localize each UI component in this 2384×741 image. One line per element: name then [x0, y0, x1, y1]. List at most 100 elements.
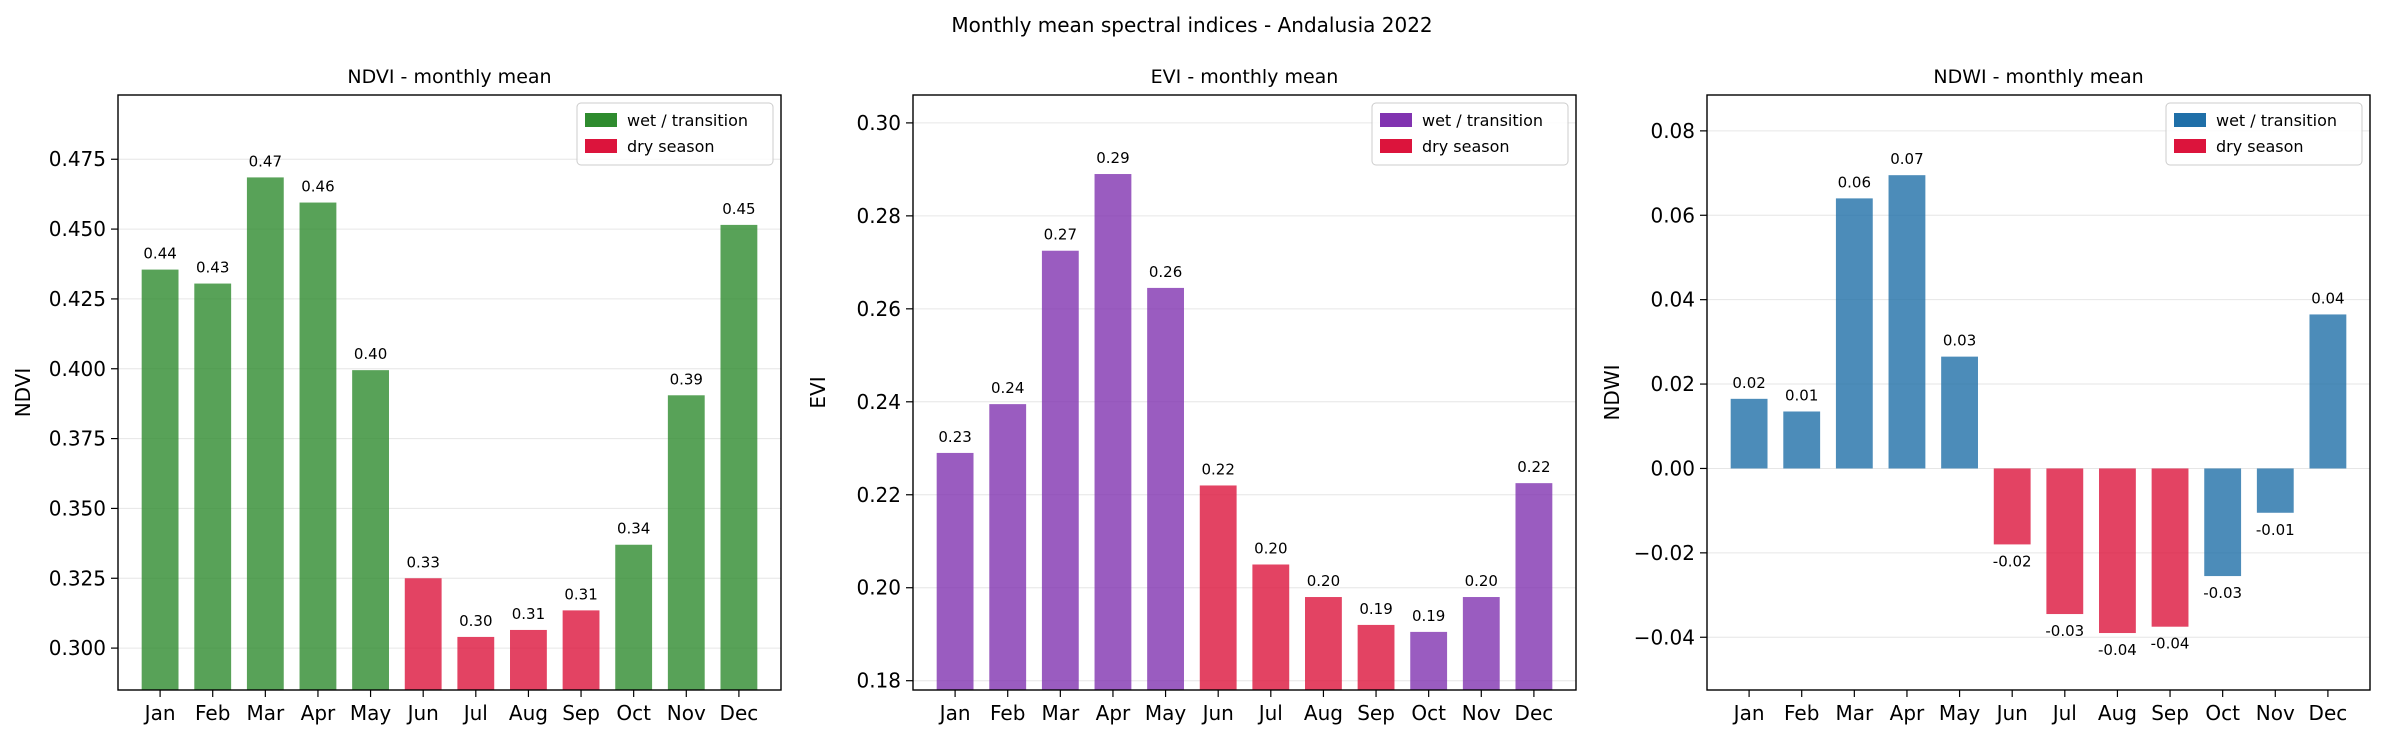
evi-axes-frame — [912, 94, 1577, 691]
ndwi-value-label: 0.06 — [1838, 173, 1871, 191]
evi-bar-nov — [1462, 597, 1500, 690]
ndvi-ytick-label: 0.475 — [49, 147, 106, 171]
ndwi-chart-title: NDWI - monthly mean — [1933, 66, 2143, 88]
ndwi-legend-swatch — [2174, 113, 2206, 127]
ndwi-legend-label: wet / transition — [2216, 111, 2337, 130]
ndwi-xtick-label: Jan — [1732, 701, 1765, 725]
evi-value-label: 0.20 — [1307, 572, 1340, 590]
ndvi-value-label: 0.39 — [670, 370, 703, 388]
evi-legend: wet / transition dry season — [1371, 102, 1569, 166]
ndvi-chart-title: NDVI - monthly mean — [347, 66, 551, 88]
evi-bar-aug — [1305, 597, 1342, 690]
ndwi-bar-apr — [1888, 175, 1926, 469]
evi-ylabel: EVI — [806, 376, 830, 408]
evi-value-label: 0.22 — [1201, 460, 1234, 478]
evi-ytick-label: 0.20 — [856, 576, 901, 600]
ndwi-legend-box — [2165, 102, 2363, 166]
ndvi-ytick-label: 0.450 — [49, 217, 106, 241]
evi-xtick-label: Jul — [1257, 701, 1283, 725]
evi-xtick-label: Jan — [938, 701, 971, 725]
ndvi-legend-swatch — [585, 113, 617, 127]
ndvi-value-label: 0.43 — [196, 259, 229, 277]
chart-panels: 0.300 0.325 0.350 0.375 0.400 0.425 0.450 0.475… — [11, 66, 2371, 725]
evi-bar-jul — [1252, 564, 1290, 690]
ndvi-bar-oct — [615, 544, 653, 690]
ndwi-value-label: 0.01 — [1785, 386, 1818, 404]
evi-value-label: 0.27 — [1044, 226, 1077, 244]
evi-ytick-label: 0.26 — [856, 297, 901, 321]
evi-bar-feb — [989, 404, 1027, 690]
evi-ytick-label: 0.28 — [856, 204, 901, 228]
ndwi-value-label: -0.03 — [2203, 584, 2242, 602]
ndwi-bar-feb — [1783, 411, 1821, 469]
ndwi-bar-aug — [2099, 468, 2136, 634]
evi-bar-jan — [936, 452, 974, 690]
ndvi-value-label: 0.45 — [722, 200, 755, 218]
evi-xtick-label: May — [1145, 701, 1187, 725]
ndvi-xtick-label: Jul — [462, 701, 488, 725]
ndwi-bar-sep — [2151, 468, 2189, 627]
evi-ytick-label: 0.30 — [856, 111, 901, 135]
ndvi-value-label: 0.34 — [617, 520, 650, 538]
ndvi-xtick-label: Apr — [301, 701, 336, 725]
ndvi-bar-sep — [562, 610, 600, 690]
ndwi-value-label: -0.02 — [1993, 552, 2032, 570]
ndwi-ytick-label: 0.04 — [1650, 288, 1695, 312]
ndvi-xtick-label: Oct — [616, 701, 651, 725]
ndwi-value-label: -0.03 — [2045, 622, 2084, 640]
ndwi-xtick-label: Sep — [2151, 701, 2189, 725]
ndvi-xtick-label: May — [350, 701, 392, 725]
evi-xtick-label: Dec — [1515, 701, 1554, 725]
ndvi-xtick-label: Sep — [562, 701, 600, 725]
ndvi-bar-aug — [510, 629, 547, 690]
evi-bar-dec — [1515, 483, 1553, 690]
ndvi-xtick-label: Feb — [195, 701, 230, 725]
evi-panel: 0.18 0.20 0.22 0.24 0.26 0.28 0.30 0.23 Jan 0.24 F… — [806, 66, 1577, 725]
ndwi-bar-may — [1941, 356, 1978, 469]
ndvi-value-label: 0.33 — [406, 553, 439, 571]
ndwi-xtick-label: Jul — [2051, 701, 2077, 725]
evi-legend-label: dry season — [1422, 137, 1510, 156]
ndwi-xtick-label: Nov — [2256, 701, 2295, 725]
ndwi-legend-label: dry season — [2216, 137, 2304, 156]
evi-value-label: 0.26 — [1149, 263, 1182, 281]
ndvi-value-label: 0.47 — [249, 152, 282, 170]
evi-xtick-label: Jun — [1201, 701, 1234, 725]
ndwi-ytick-label: −0.04 — [1634, 625, 1695, 649]
ndvi-bar-jul — [457, 636, 495, 690]
ndwi-value-label: -0.01 — [2256, 521, 2295, 539]
ndvi-xtick-label: Dec — [720, 701, 759, 725]
ndvi-ylabel: NDVI — [11, 368, 35, 418]
evi-xtick-label: Apr — [1096, 701, 1131, 725]
ndvi-axes-frame — [117, 94, 782, 691]
ndvi-ytick-label: 0.325 — [49, 566, 106, 590]
ndwi-bar-jan — [1730, 398, 1768, 469]
evi-value-label: 0.29 — [1096, 149, 1129, 167]
ndwi-value-label: 0.07 — [1890, 150, 1923, 168]
evi-xtick-label: Oct — [1411, 701, 1446, 725]
ndwi-axes-frame — [1706, 94, 2371, 691]
evi-bar-sep — [1357, 624, 1395, 690]
evi-legend-swatch — [1380, 113, 1412, 127]
ndvi-legend-swatch — [585, 139, 617, 153]
ndwi-ylabel: NDWI — [1600, 364, 1624, 420]
ndvi-value-label: 0.30 — [459, 612, 492, 630]
ndvi-ytick-label: 0.375 — [49, 427, 106, 451]
ndwi-value-label: 0.02 — [1732, 374, 1765, 392]
ndwi-value-label: -0.04 — [2151, 635, 2190, 653]
evi-xtick-label: Sep — [1357, 701, 1395, 725]
ndvi-value-label: 0.44 — [143, 245, 176, 263]
ndvi-legend-label: dry season — [627, 137, 715, 156]
ndwi-bar-oct — [2204, 468, 2242, 577]
ndwi-bar-dec — [2309, 314, 2347, 469]
ndwi-xtick-label: Oct — [2205, 701, 2240, 725]
evi-xtick-label: Aug — [1304, 701, 1343, 725]
ndvi-bar-mar — [246, 177, 284, 690]
ndvi-ytick-label: 0.400 — [49, 357, 106, 381]
ndwi-bar-jul — [2046, 468, 2084, 615]
evi-bar-oct — [1410, 631, 1448, 690]
evi-value-label: 0.23 — [938, 428, 971, 446]
ndvi-legend-box — [576, 102, 774, 166]
ndvi-ytick-label: 0.350 — [49, 496, 106, 520]
